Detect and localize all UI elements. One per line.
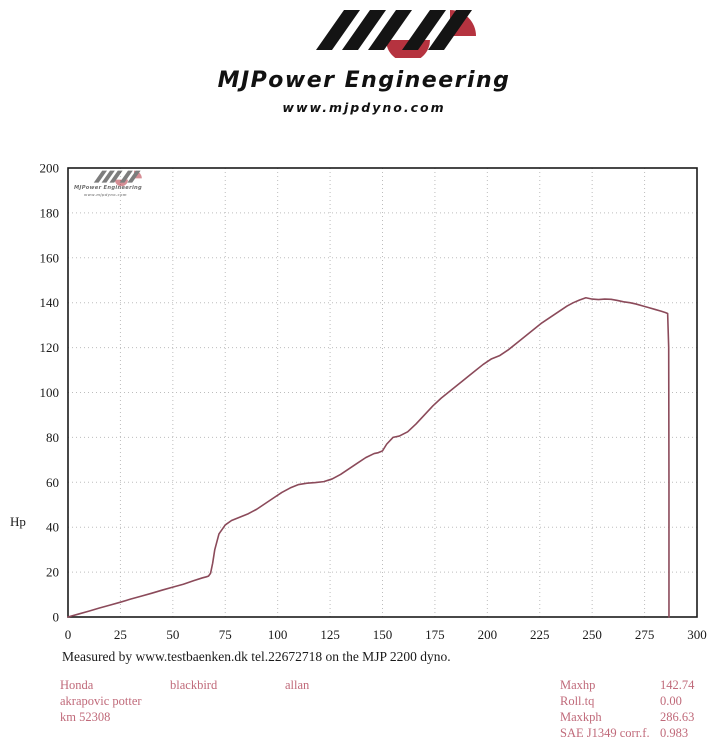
- svg-text:100: 100: [40, 385, 60, 400]
- svg-text:20: 20: [46, 565, 59, 580]
- svg-text:160: 160: [40, 250, 60, 265]
- summary-row: Roll.tq 0.00: [560, 693, 694, 709]
- run-info-block: Honda blackbird allan akrapovic potter km 52…: [60, 677, 309, 725]
- svg-text:120: 120: [40, 340, 60, 355]
- summary-label: Maxkph: [560, 710, 602, 724]
- svg-text:175: 175: [425, 627, 445, 642]
- svg-text:0: 0: [65, 627, 72, 642]
- summary-label: Roll.tq: [560, 694, 595, 708]
- axis-tick-labels: 0 20 40 60 80 100 120 140 160 180 200 0 25 50 75 100 125…: [40, 161, 707, 643]
- svg-text:0: 0: [53, 610, 60, 625]
- svg-text:180: 180: [40, 205, 60, 220]
- y-axis-title: Hp: [10, 514, 26, 529]
- grid-lines: [68, 168, 697, 617]
- run-info-cell: akrapovic potter: [60, 694, 142, 708]
- dyno-chart: Hp 0 20 40 60 80 100 120 140 160 180 200 0 25 50 75 100…: [0, 140, 728, 646]
- svg-text:125: 125: [320, 627, 340, 642]
- summary-table: Maxhp 142.74 Roll.tq 0.00 Maxkph 286.63 SAE J1…: [560, 677, 694, 741]
- run-info-row: km 52308: [60, 709, 309, 725]
- svg-text:60: 60: [46, 475, 59, 490]
- summary-value: 0.00: [660, 694, 682, 708]
- power-curve: [67, 296, 670, 618]
- mjp-logo-icon: [316, 10, 476, 58]
- svg-text:250: 250: [582, 627, 602, 642]
- svg-text:275: 275: [635, 627, 655, 642]
- run-info-row: Honda blackbird allan: [60, 677, 309, 693]
- summary-row: Maxkph 286.63: [560, 709, 694, 725]
- svg-text:140: 140: [40, 295, 60, 310]
- svg-text:75: 75: [219, 627, 232, 642]
- brand-url: www.mjpdyno.com: [282, 100, 446, 115]
- measured-by-text: Measured by www.testbaenken.dk tel.22672…: [62, 649, 451, 664]
- svg-text:40: 40: [46, 520, 59, 535]
- svg-text:150: 150: [373, 627, 393, 642]
- svg-text:100: 100: [268, 627, 288, 642]
- run-info-cell: allan: [285, 678, 310, 692]
- summary-value: 286.63: [660, 710, 695, 724]
- svg-text:225: 225: [530, 627, 550, 642]
- summary-label: Maxhp: [560, 678, 596, 692]
- x-axis-title: Kph: [319, 643, 342, 645]
- svg-text:www.mjpdyno.com: www.mjpdyno.com: [84, 193, 127, 197]
- run-info-cell: km 52308: [60, 710, 111, 724]
- brand-header: MJPower Engineering www.mjpdyno.com: [0, 0, 728, 130]
- chart-watermark: MJPower Engineering www.mjpdyno.com: [74, 170, 142, 197]
- svg-text:200: 200: [478, 627, 498, 642]
- chart-canvas: 0 20 40 60 80 100 120 140 160 180 200 0 25 50 75 100 125…: [40, 161, 707, 646]
- summary-row: Maxhp 142.74: [560, 677, 694, 693]
- brand-title: MJPower Engineering: [217, 68, 511, 93]
- svg-text:MJPower Engineering: MJPower Engineering: [74, 185, 142, 191]
- svg-text:300: 300: [687, 627, 707, 642]
- svg-text:80: 80: [46, 430, 59, 445]
- svg-text:200: 200: [40, 161, 60, 176]
- summary-row: SAE J1349 corr.f. 0.983: [560, 725, 694, 741]
- run-info-cell: blackbird: [170, 678, 218, 692]
- run-info-row: akrapovic potter: [60, 693, 309, 709]
- plot-frame: [67, 167, 698, 618]
- summary-value: 0.983: [660, 726, 689, 740]
- run-info-cell: Honda: [60, 678, 94, 692]
- svg-text:50: 50: [166, 627, 179, 642]
- summary-value: 142.74: [660, 678, 695, 692]
- footer-area: Measured by www.testbaenken.dk tel.22672…: [0, 645, 728, 746]
- summary-label: SAE J1349 corr.f.: [560, 726, 650, 740]
- svg-text:25: 25: [114, 627, 127, 642]
